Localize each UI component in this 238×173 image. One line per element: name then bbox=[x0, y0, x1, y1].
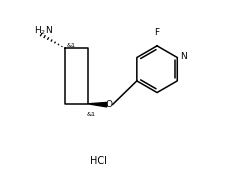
Text: &1: &1 bbox=[67, 43, 76, 48]
Text: &1: &1 bbox=[87, 112, 96, 117]
Text: N: N bbox=[180, 52, 187, 61]
Polygon shape bbox=[88, 102, 107, 107]
Text: O: O bbox=[105, 100, 112, 109]
Text: F: F bbox=[154, 28, 159, 37]
Text: HCl: HCl bbox=[90, 156, 107, 166]
Text: H$_2$N: H$_2$N bbox=[34, 25, 53, 37]
